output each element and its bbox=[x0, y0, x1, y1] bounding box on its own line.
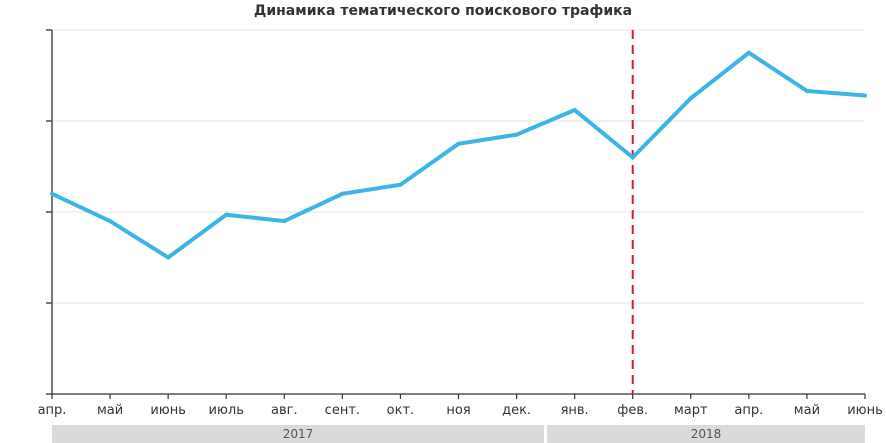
x-tick-label-8: дек. bbox=[502, 403, 531, 418]
data-point-14 bbox=[863, 93, 867, 98]
data-point-10 bbox=[630, 155, 635, 160]
x-tick-label-4: авг. bbox=[271, 403, 298, 418]
x-tick-label-0: апр. bbox=[38, 403, 67, 418]
data-point-6 bbox=[398, 182, 403, 187]
data-point-0 bbox=[50, 191, 54, 196]
x-tick-label-10: фев. bbox=[617, 403, 648, 418]
x-tick-label-3: июль bbox=[209, 403, 244, 418]
x-tick-label-7: ноя bbox=[446, 403, 470, 418]
series-group bbox=[50, 50, 867, 260]
x-tick-label-13: май bbox=[794, 403, 820, 418]
data-point-11 bbox=[688, 96, 693, 101]
x-tick-label-11: март bbox=[674, 403, 708, 418]
data-point-8 bbox=[514, 132, 519, 137]
gridlines bbox=[52, 29, 865, 304]
data-point-9 bbox=[572, 108, 577, 113]
chart-title: Динамика тематического поискового трафик… bbox=[253, 3, 633, 19]
x-tick-label-14: июнь bbox=[847, 403, 883, 418]
data-point-1 bbox=[108, 219, 113, 224]
data-point-5 bbox=[340, 191, 345, 196]
data-point-2 bbox=[166, 255, 171, 260]
x-tick-label-1: май bbox=[97, 403, 123, 418]
data-point-12 bbox=[746, 50, 751, 55]
year-band-2018: 2018 bbox=[547, 425, 865, 443]
year-band-2017: 2017 bbox=[52, 425, 544, 443]
x-tick-label-5: сент. bbox=[325, 403, 360, 418]
data-point-13 bbox=[804, 88, 809, 93]
series-line-0 bbox=[51, 50, 866, 260]
data-point-3 bbox=[224, 212, 229, 217]
data-point-4 bbox=[282, 219, 287, 224]
data-point-7 bbox=[456, 141, 461, 146]
x-tick-label-9: янв. bbox=[561, 403, 589, 418]
x-tick-label-2: июнь bbox=[150, 403, 186, 418]
x-tick-label-6: окт. bbox=[387, 403, 415, 418]
x-axis-tick-labels: апр. май июнь июль авг. сент. окт. ноя дек. янв. ф… bbox=[38, 394, 883, 418]
x-tick-label-12: апр. bbox=[734, 403, 763, 418]
